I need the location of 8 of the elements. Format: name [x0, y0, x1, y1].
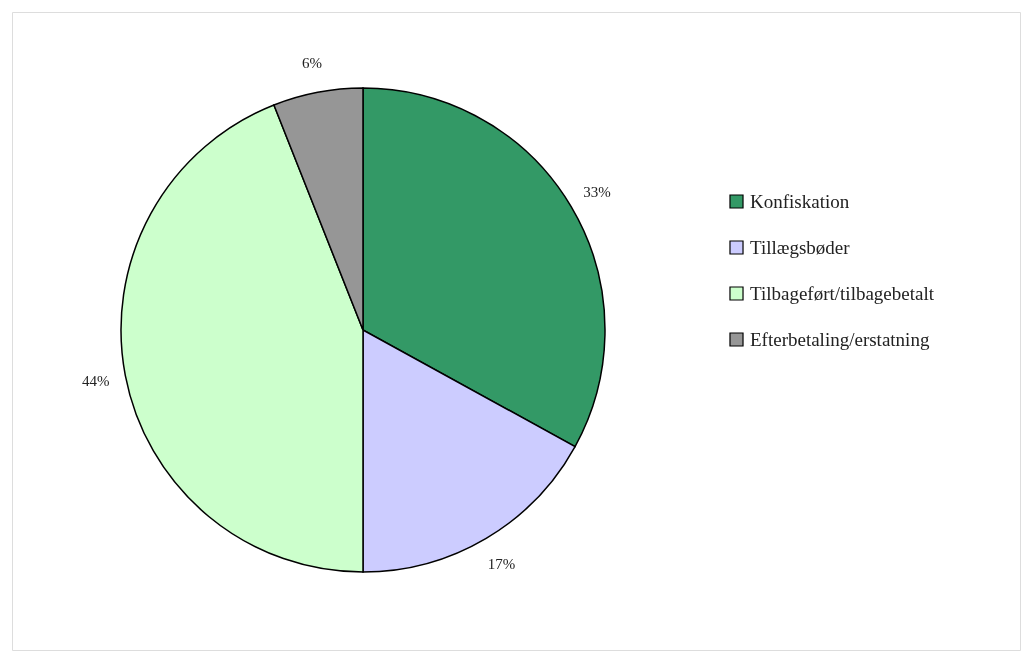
legend-label: Tilbageført/tilbagebetalt — [750, 282, 935, 304]
legend-label: Tillægsbøder — [750, 236, 851, 258]
data-label: 6% — [302, 54, 323, 71]
data-label: 33% — [583, 183, 611, 200]
legend-label: Konfiskation — [750, 190, 850, 212]
legend-label: Efterbetaling/erstatning — [750, 328, 930, 350]
data-label: 17% — [487, 556, 516, 573]
data-label: 44% — [82, 372, 110, 389]
